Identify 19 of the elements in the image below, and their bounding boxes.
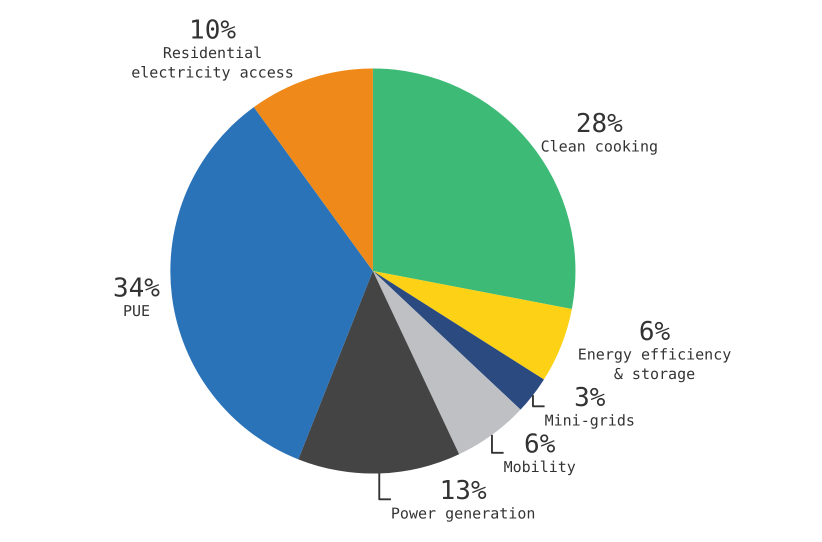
data-label: 13% [440, 476, 487, 506]
slice-label: Residential electricity access [131, 44, 294, 82]
pie-slice [372, 271, 572, 380]
slice-label: Energy efficiency & storage [578, 346, 732, 384]
pie-slice [170, 107, 373, 460]
pie-slice [298, 271, 460, 474]
slice-label: Mini-grids [544, 412, 635, 430]
data-label: 34% [113, 274, 160, 304]
pie-slice [372, 271, 544, 410]
slice-label: Power generation [390, 504, 536, 523]
slice-label: Clean cooking [540, 138, 658, 156]
data-label: 6% [638, 317, 670, 348]
slice-label: PUE [122, 302, 150, 320]
pie-slice [372, 271, 521, 454]
data-label: 6% [524, 430, 556, 460]
data-label: 10% [189, 16, 236, 46]
data-label: 28% [576, 109, 624, 140]
data-label: 3% [574, 383, 606, 414]
slice-label: Mobility [504, 458, 576, 476]
